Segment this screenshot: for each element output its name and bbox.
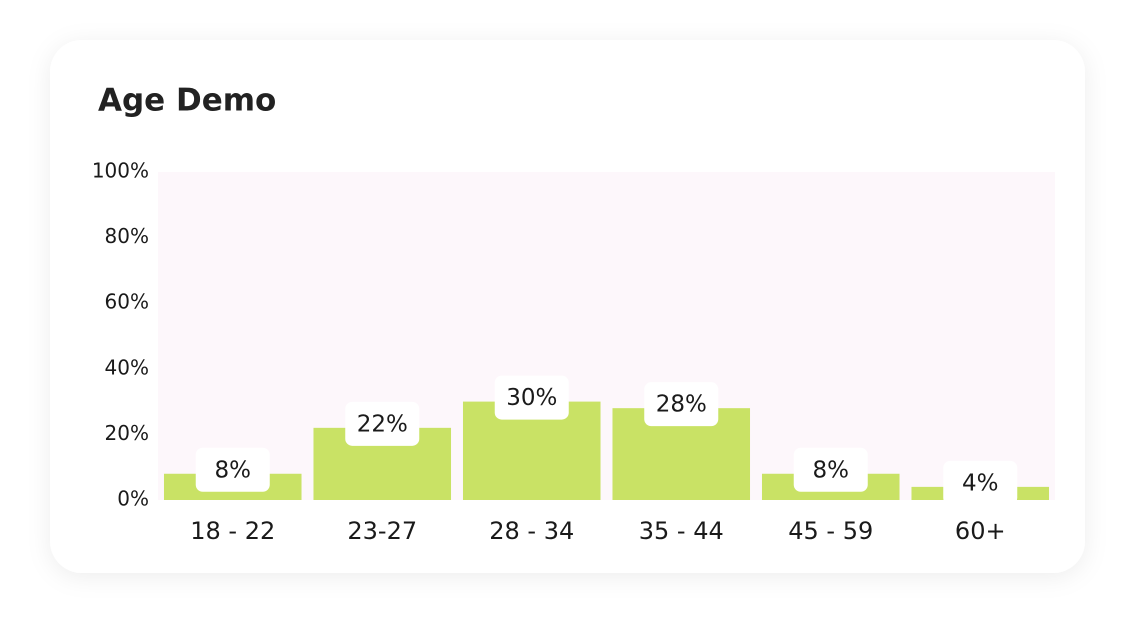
value-label: 28%	[656, 392, 707, 418]
value-label-box	[195, 447, 270, 492]
x-tick-label: 18 - 22	[190, 517, 275, 545]
x-tick-label: 28 - 34	[489, 517, 574, 545]
chart-title: Age Demo	[98, 83, 276, 119]
plot-area	[158, 172, 1055, 500]
value-label-box	[644, 382, 719, 427]
value-label-box	[943, 460, 1018, 505]
x-tick-label: 35 - 44	[639, 517, 724, 545]
value-label: 8%	[215, 457, 252, 483]
y-tick-label: 20%	[105, 421, 149, 445]
y-tick-label: 40%	[105, 355, 149, 379]
y-tick-label: 60%	[105, 290, 149, 314]
value-label-box	[345, 401, 420, 446]
value-label: 30%	[506, 385, 557, 411]
value-label-box	[793, 447, 868, 492]
value-label: 8%	[813, 457, 850, 483]
value-label: 4%	[962, 470, 999, 496]
value-label-box	[494, 375, 569, 420]
y-tick-label: 80%	[105, 224, 149, 248]
x-tick-label: 23-27	[347, 517, 417, 545]
x-tick-label: 45 - 59	[788, 517, 873, 545]
value-label: 22%	[357, 411, 408, 437]
y-tick-label: 0%	[117, 487, 149, 511]
y-tick-label: 100%	[92, 159, 149, 183]
x-tick-label: 60+	[955, 517, 1006, 545]
